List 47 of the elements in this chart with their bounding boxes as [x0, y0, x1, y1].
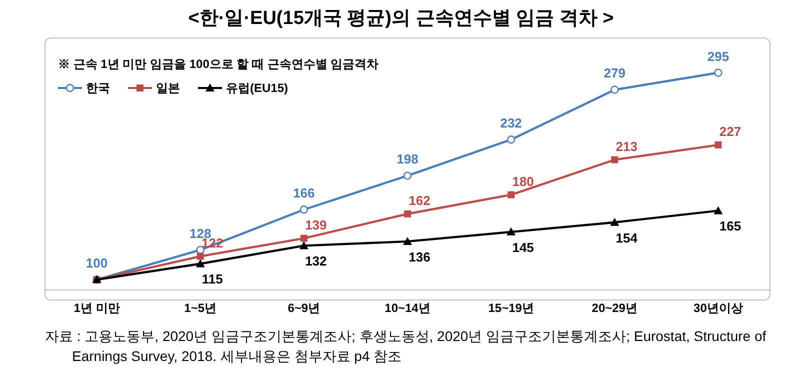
- point: [196, 259, 205, 268]
- chart-title: <한·일·EU(15개국 평균)의 근속연수별 임금 격차 >: [188, 8, 614, 29]
- data-label: 136: [408, 249, 430, 264]
- data-label: 154: [616, 230, 638, 246]
- point: [506, 227, 516, 236]
- point: [610, 86, 619, 94]
- point: [404, 210, 411, 218]
- x-tick-label: 20~29년: [592, 301, 638, 315]
- data-label: 162: [408, 192, 430, 208]
- point: [610, 218, 620, 226]
- data-label: 165: [719, 218, 742, 234]
- data-label: 295: [707, 48, 730, 64]
- legend-label: 한국: [86, 81, 110, 95]
- point: [506, 136, 516, 144]
- chart-subtitle: ※ 근속 1년 미만 임금을 100으로 할 때 근속연수별 임금격차: [58, 57, 379, 71]
- x-tick-label: 10~14년: [384, 301, 430, 315]
- data-label: 115: [202, 272, 223, 287]
- point: [196, 252, 204, 260]
- data-label: 227: [719, 124, 742, 139]
- legend-label: 유럽(EU15): [226, 81, 288, 95]
- x-tick-label: 1~5년: [184, 301, 217, 315]
- data-label: 100: [86, 256, 108, 271]
- data-label: 180: [512, 174, 534, 189]
- legend-label: 일본: [156, 81, 180, 95]
- point: [403, 172, 412, 180]
- point: [300, 234, 308, 242]
- data-label: 213: [616, 138, 638, 154]
- data-label: 232: [500, 116, 522, 131]
- data-label: 198: [396, 152, 418, 167]
- data-label: 279: [604, 66, 626, 81]
- data-label: 145: [512, 240, 534, 255]
- point: [508, 191, 515, 198]
- point: [714, 68, 722, 77]
- point: [714, 141, 722, 148]
- point: [403, 236, 412, 245]
- data-label: 132: [305, 254, 327, 269]
- point: [299, 241, 308, 250]
- data-label: 166: [293, 186, 315, 201]
- point: [611, 156, 618, 164]
- point: [714, 206, 723, 214]
- x-tick-label: 30년이상: [694, 301, 743, 315]
- text: 자료 : 고용노동부, 2020년 임금구조기본통계조사; 후생노동성, 2020년 임금구조기본통계조사; Eurostat, Structure of Earnings Survey, 2018. 세부내용은 첨부자료 p4 참조: [45, 327, 768, 366]
- x-tick-label: 15~19년: [488, 301, 534, 315]
- data-label: 139: [305, 217, 327, 232]
- point: [300, 206, 308, 214]
- x-tick-label: 6~9년: [288, 301, 320, 315]
- x-tick-label: 1년 미만: [74, 301, 120, 315]
